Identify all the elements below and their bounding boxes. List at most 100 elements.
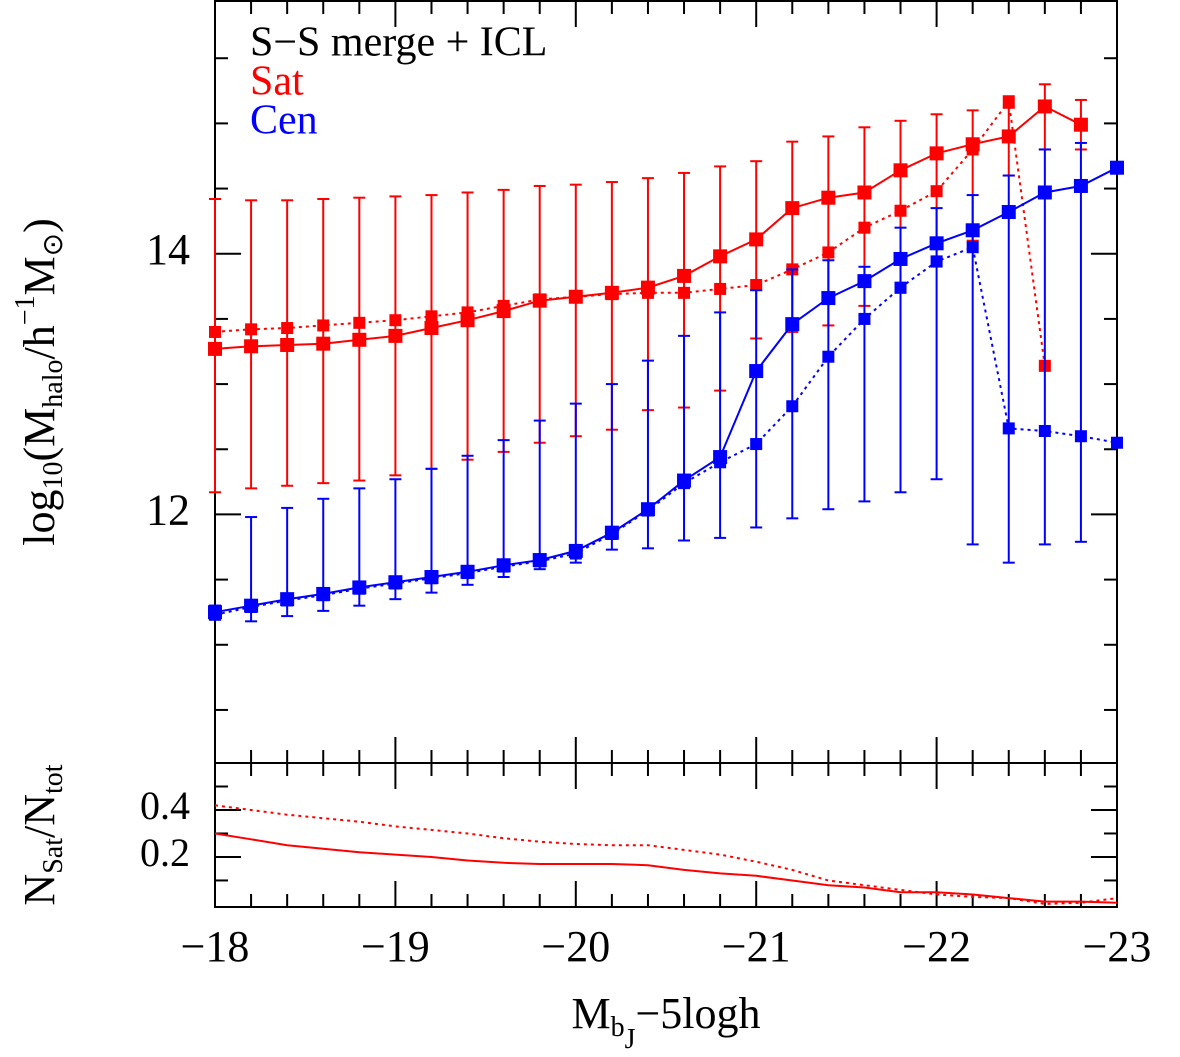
y-axis-label-part: 10 [38,462,69,490]
x-axis-label-part: b [611,1012,625,1043]
solid-line [214,166,1118,614]
data-point [749,232,764,247]
x-axis-label-part: J [625,1024,636,1055]
x-tick-label: −21 [722,922,791,971]
data-point [1001,129,1016,144]
data-point [532,553,547,568]
data-point [714,282,727,295]
annotation: S−S merge + ICL [250,20,547,66]
data-point [713,249,728,264]
x-axis-label: MbJ−5logh [571,989,760,1055]
data-point [965,137,980,152]
y-tick-label: 0.2 [140,830,190,875]
data-point [1073,178,1088,193]
data-point [678,286,691,299]
legend-entry: Sat [250,59,304,105]
y-axis-label-part: /N [15,794,64,838]
data-point [460,313,475,328]
data-point [425,310,438,323]
data-point [388,328,403,343]
plot-frame [214,762,1118,908]
data-point [316,336,331,351]
data-point [353,316,366,329]
dotted-line [214,245,1118,616]
data-point [280,592,295,607]
data-point [858,221,871,234]
data-point [460,564,475,579]
data-point [1002,95,1015,108]
data-point [821,190,836,205]
data-point [496,558,511,573]
data-point [893,163,908,178]
x-tick-label: −19 [361,922,430,971]
x-axis-label-part: −5logh [635,989,760,1038]
data-point [244,339,259,354]
data-point [929,146,944,161]
data-point [929,236,944,251]
y-axis-label-part: log [15,490,64,546]
data-point [749,364,764,379]
data-point [496,304,511,319]
data-point [1037,185,1052,200]
y-axis-label-part: Sat [38,838,69,874]
data-point [1074,430,1087,443]
data-point [821,291,836,306]
y-axis-label-part: −1 [10,295,41,325]
data-point [822,350,835,363]
y-tick-label: 14 [146,225,190,274]
plot-frame [214,0,1118,764]
data-point [208,341,222,356]
data-point [281,322,294,335]
data-point [930,255,943,268]
y-axis-label: log10(Mhalo/h−1M⊙) [10,218,69,546]
data-point [389,314,402,327]
y-tick-label: 12 [146,486,190,535]
y-axis-label-part: /h [15,325,64,359]
data-point [930,185,943,198]
data-point [893,251,908,266]
data-point [894,281,907,294]
data-point [316,586,331,601]
data-point [785,201,800,216]
legend-entry: Cen [250,98,318,144]
data-point [1111,436,1123,449]
y-tick-label: 0.4 [140,783,190,828]
solid-line [214,832,1118,904]
data-point [424,569,439,584]
data-point [750,438,763,451]
data-point [785,317,800,332]
data-point [280,337,295,352]
data-point [604,525,619,540]
data-point [1038,425,1051,438]
data-point [857,274,872,289]
dotted-line [214,98,1046,366]
y-axis-label-part: (M [15,408,64,462]
data-point [352,332,367,347]
data-point [568,289,583,304]
data-point [786,400,799,413]
x-tick-label: −23 [1083,922,1152,971]
data-point [208,605,222,620]
data-point [750,279,763,292]
data-point [244,598,259,613]
data-point [1002,422,1015,435]
data-point [677,473,692,488]
data-point [317,319,330,332]
data-point [965,223,980,238]
x-tick-label: −20 [541,922,610,971]
data-point [424,321,439,336]
x-axis-label-part: M [571,989,610,1038]
data-point [894,204,907,217]
y-axis-label-part: tot [38,764,69,794]
x-tick-label: −22 [902,922,971,971]
data-point [245,323,258,336]
data-point [604,285,619,300]
data-point [532,293,547,308]
data-point [857,185,872,200]
data-point [1037,99,1052,114]
data-point [713,450,728,465]
y-axis-label-part: ⊙ [38,233,69,256]
data-point [677,268,692,283]
